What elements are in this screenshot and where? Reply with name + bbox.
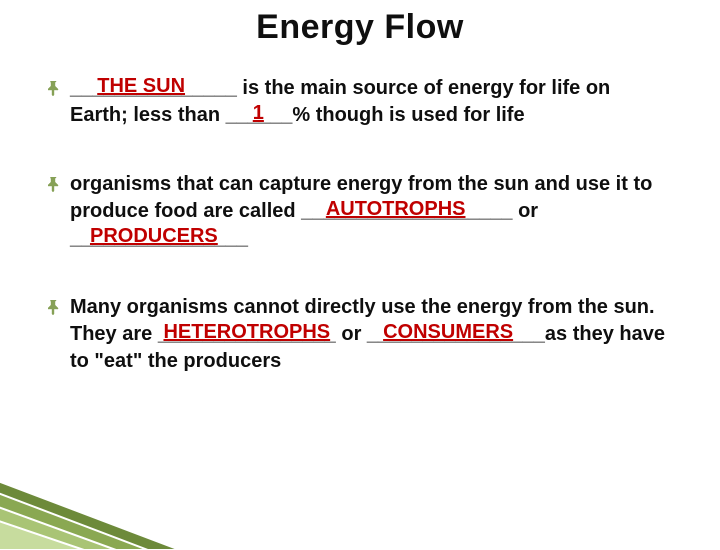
- bullet-text: Many organisms cannot directly use the e…: [70, 294, 672, 375]
- bullet-pin-icon: [48, 171, 70, 192]
- blank-slot: ________________PRODUCERS: [70, 225, 248, 252]
- bullet-pin-icon: [48, 294, 70, 315]
- fill-answer: AUTOTROPHS: [326, 196, 466, 223]
- blank-slot: ________________HETEROTROPHS: [158, 321, 336, 348]
- blank-slot: _______________THE SUN: [70, 75, 237, 102]
- bullet-item: organisms that can capture energy from t…: [48, 171, 672, 252]
- blank-slot: ______1: [226, 102, 293, 129]
- fill-answer: 1: [253, 100, 264, 127]
- bullet-text: organisms that can capture energy from t…: [70, 171, 672, 252]
- page-title: Energy Flow: [0, 0, 720, 47]
- content-area: _______________THE SUN is the main sourc…: [0, 47, 720, 375]
- bullet-pin-icon: [48, 75, 70, 96]
- fill-answer: HETEROTROPHS: [163, 319, 330, 346]
- fill-answer: THE SUN: [97, 73, 185, 100]
- blank-slot: ___________________AUTOTROPHS: [301, 198, 512, 225]
- fill-answer: PRODUCERS: [90, 223, 218, 250]
- fill-answer: CONSUMERS: [383, 319, 513, 346]
- bullet-item: Many organisms cannot directly use the e…: [48, 294, 672, 375]
- bullet-text: _______________THE SUN is the main sourc…: [70, 75, 672, 129]
- bullet-item: _______________THE SUN is the main sourc…: [48, 75, 672, 129]
- corner-accent: [0, 450, 180, 550]
- blank-slot: ________________CONSUMERS: [367, 321, 545, 348]
